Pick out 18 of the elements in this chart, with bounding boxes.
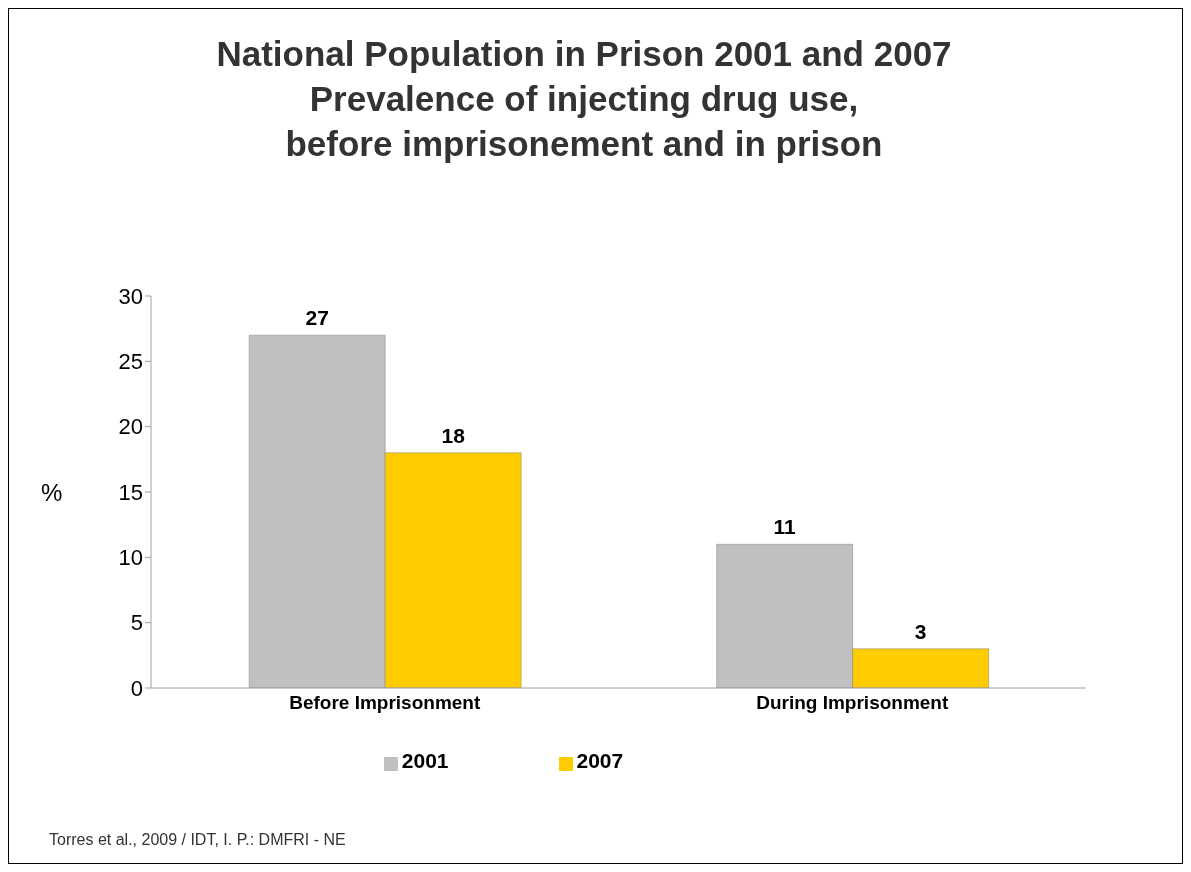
y-tick-label: 20 <box>118 414 143 440</box>
x-tick-label: During Imprisonment <box>756 692 949 714</box>
data-label: 18 <box>441 423 466 447</box>
y-tick-label: 15 <box>118 479 143 505</box>
data-label: 11 <box>773 515 797 539</box>
legend-label: 2007 <box>576 749 624 772</box>
chart-title: National Population in Prison 2001 and 2007 Prevalence of injecting drug use, before imprisonement and in prison <box>215 33 953 165</box>
x-tick-label: Before Imprisonment <box>289 692 481 714</box>
y-tick-label: 0 <box>130 675 143 701</box>
legend-label: 2001 <box>401 749 449 772</box>
data-label: 3 <box>914 619 927 643</box>
y-tick-label: 5 <box>130 610 143 636</box>
text: Torres et al., 2009 / IDT, I. P.: DMFRI - NE <box>49 831 346 849</box>
y-tick-label: 10 <box>118 545 143 571</box>
y-tick-label: 30 <box>118 283 143 309</box>
data-label: 27 <box>305 306 329 330</box>
y-tick-label: 25 <box>118 349 143 375</box>
y-axis-title: % <box>41 478 63 506</box>
